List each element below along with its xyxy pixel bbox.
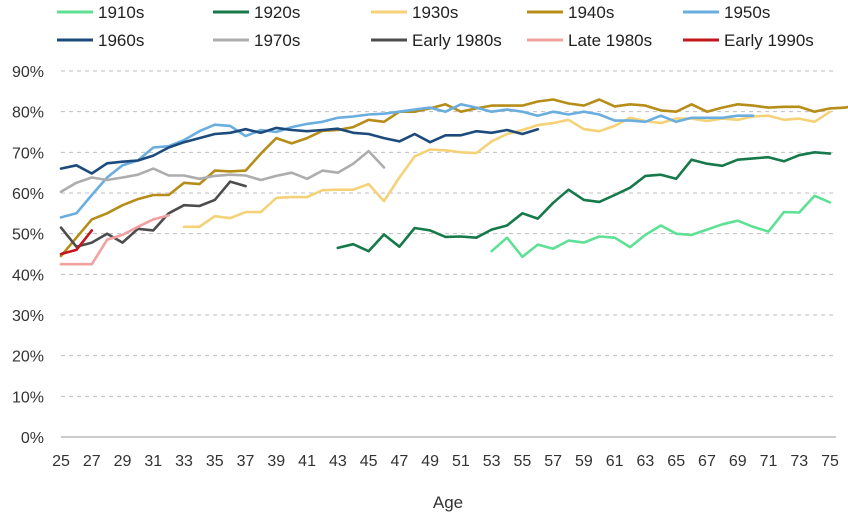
legend-item-late-1980s: Late 1980s [527,31,652,50]
y-tick-label: 10% [12,389,44,406]
series-line-early-1980s [59,180,247,248]
x-tick-label: 37 [237,453,255,470]
x-tick-label: 57 [544,453,562,470]
legend-item-1940s: 1940s [527,3,614,22]
x-tick-label: 39 [267,453,285,470]
y-tick-label: 0% [21,430,44,447]
legend-label: 1960s [98,31,144,50]
x-tick-label: 73 [790,453,808,470]
legend-label: 1940s [568,3,614,22]
y-tick-label: 90% [12,64,44,81]
legend-label: Late 1980s [568,31,652,50]
y-tick-label: 40% [12,267,44,284]
legend-item-1950s: 1950s [683,3,770,22]
y-tick-label: 70% [12,145,44,162]
x-tick-label: 41 [298,453,316,470]
legend-label: 1930s [412,3,458,22]
legend-label: Early 1990s [724,31,814,50]
x-tick-label: 63 [637,453,655,470]
x-tick-label: 61 [606,453,624,470]
series-line-1940s [59,98,848,258]
legend-item-early-1980s: Early 1980s [371,31,502,50]
legend-item-1910s: 1910s [57,3,144,22]
legend-label: 1910s [98,3,144,22]
series-line-1970s [59,149,386,194]
chart-series [59,98,848,266]
series-line-1950s [59,103,755,219]
x-tick-label: 45 [360,453,378,470]
y-tick-label: 80% [12,105,44,122]
x-tick-label: 29 [114,453,132,470]
legend-label: 1920s [254,3,300,22]
x-tick-label: 53 [483,453,501,470]
x-tick-label: 69 [729,453,747,470]
x-tick-label: 65 [667,453,685,470]
x-tick-label: 35 [206,453,224,470]
y-tick-label: 50% [12,227,44,244]
x-tick-label: 59 [575,453,593,470]
x-tick-label: 67 [698,453,716,470]
legend-label: 1970s [254,31,300,50]
legend-label: 1950s [724,3,770,22]
legend-item-1920s: 1920s [213,3,300,22]
legend-item-1970s: 1970s [213,31,300,50]
x-tick-label: 75 [821,453,839,470]
chart-gridlines [61,70,836,438]
series-line-late-1980s [59,214,170,266]
legend-label: Early 1980s [412,31,502,50]
x-tick-label: 43 [329,453,347,470]
legend-item-1960s: 1960s [57,31,144,50]
series-line-1960s [59,126,540,175]
series-line-early-1990s [59,229,94,256]
x-tick-label: 25 [52,453,70,470]
x-tick-label: 31 [144,453,162,470]
y-axis: 0% 10% 20% 30% 40% 50% 60% 70% 80% 90% [12,64,44,447]
x-tick-label: 47 [390,453,408,470]
legend-item-1930s: 1930s [371,3,458,22]
x-tick-label: 55 [514,453,532,470]
legend-item-early-1990s: Early 1990s [683,31,814,50]
x-tick-label: 49 [421,453,439,470]
y-tick-label: 20% [12,349,44,366]
x-axis: 25 27 29 31 33 35 37 39 41 43 45 47 49 51 53 55 57 59 61 63… [52,453,839,470]
x-tick-label: 71 [760,453,778,470]
chart-legend: 1910s 1920s 1930s 1940s 1950s 1960s 1970s Early… [57,3,814,50]
y-tick-label: 30% [12,308,44,325]
x-tick-label: 51 [452,453,470,470]
x-tick-label: 33 [175,453,193,470]
x-tick-label: 27 [83,453,101,470]
y-tick-label: 60% [12,186,44,203]
x-axis-title: Age [433,493,463,512]
series-line-1920s [336,151,832,253]
series-line-1910s [490,194,832,259]
